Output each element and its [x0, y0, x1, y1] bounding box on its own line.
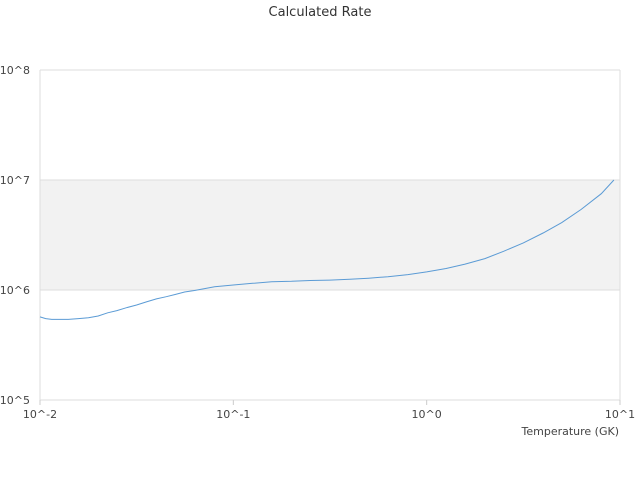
y-tick-label: 10^8	[0, 64, 30, 77]
shaded-band	[40, 180, 620, 290]
x-axis-label: Temperature (GK)	[521, 425, 620, 438]
y-tick-label: 10^5	[0, 394, 30, 407]
x-tick-label: 10^-1	[216, 408, 250, 421]
y-tick-label: 10^7	[0, 174, 30, 187]
x-tick-label: 10^-2	[23, 408, 57, 421]
x-tick-label: 10^1	[605, 408, 635, 421]
x-tick-label: 10^0	[412, 408, 442, 421]
chart-title: Calculated Rate	[269, 5, 372, 20]
rate-series-line	[39, 179, 615, 320]
y-tick-label: 10^6	[0, 284, 30, 297]
